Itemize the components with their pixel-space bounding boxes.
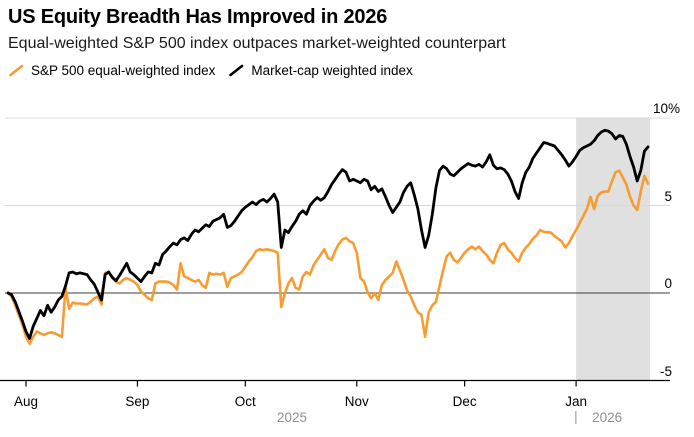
legend-label-equal-weighted: S&P 500 equal-weighted index	[31, 63, 216, 78]
market-cap-line-swatch-icon	[229, 64, 244, 77]
series-equal-weighted-line	[6, 169, 650, 346]
chart-subtitle: Equal-weighted S&P 500 index outpaces ma…	[8, 35, 506, 52]
legend-item-equal-weighted: S&P 500 equal-weighted index	[9, 63, 215, 78]
chart-title: US Equity Breadth Has Improved in 2026	[8, 6, 388, 28]
highlight-band-2026	[576, 118, 650, 381]
legend: S&P 500 equal-weighted index Market-cap …	[9, 63, 413, 78]
equal-weighted-line-swatch-icon	[9, 64, 24, 77]
legend-item-market-cap: Market-cap weighted index	[229, 63, 413, 78]
series-market-cap-line	[6, 128, 650, 340]
legend-label-market-cap: Market-cap weighted index	[251, 63, 413, 78]
